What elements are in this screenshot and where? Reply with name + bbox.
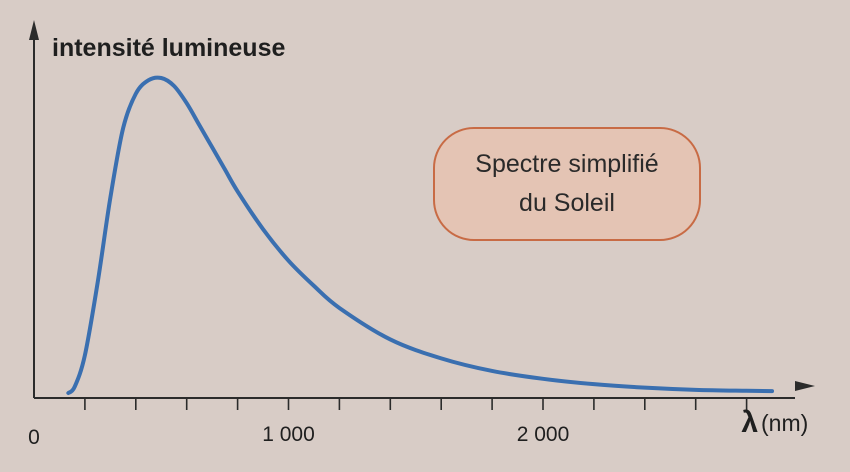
x-tick-label: 1 000 xyxy=(262,423,315,446)
x-tick-labels: 1 000 2 000 xyxy=(262,423,569,446)
x-ticks xyxy=(84,398,748,410)
annotation-callout: Spectre simplifié du Soleil xyxy=(433,127,701,241)
x-origin-label: 0 xyxy=(28,426,40,449)
annotation-box xyxy=(433,127,701,241)
x-axis-arrow xyxy=(795,381,815,391)
x-axis-label-unit: (nm) xyxy=(761,410,808,436)
y-axis-arrow xyxy=(29,20,39,40)
annotation-line-2: du Soleil xyxy=(519,189,615,217)
annotation-line-1: Spectre simplifié xyxy=(475,150,658,178)
x-tick-label: 2 000 xyxy=(517,423,570,446)
x-axis-label-symbol: λ xyxy=(741,406,758,439)
series-line-solar-spectrum xyxy=(66,75,775,395)
y-axis-label: intensité lumineuse xyxy=(52,34,285,62)
